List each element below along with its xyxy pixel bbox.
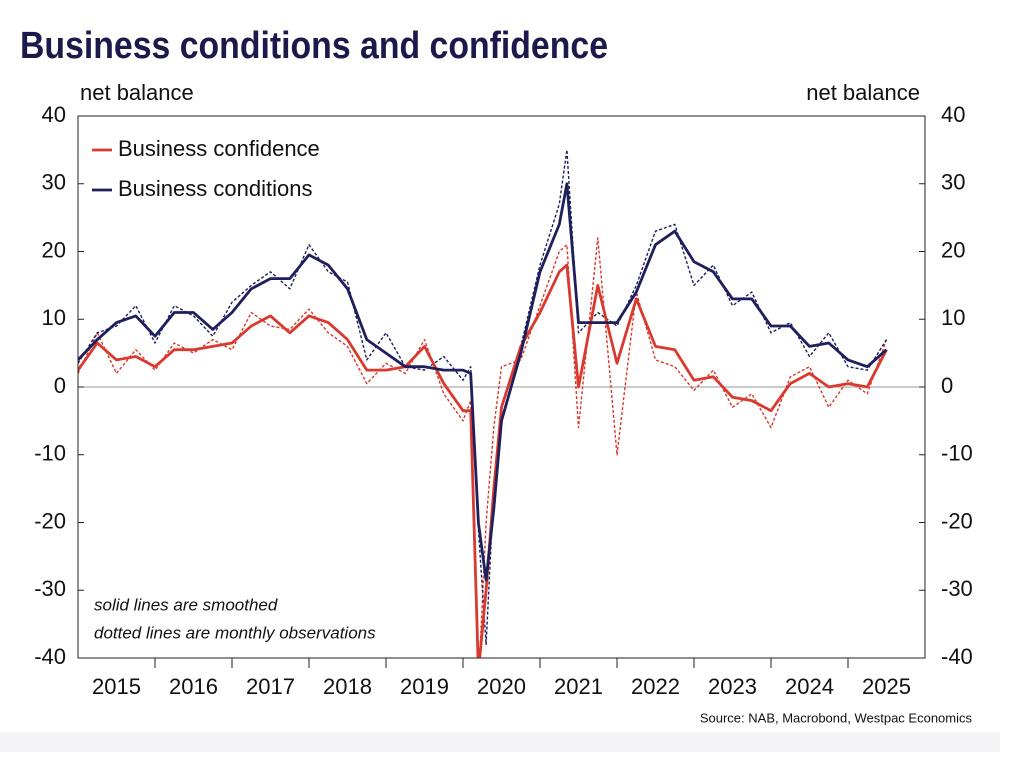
x-tick-label: 2018 [323, 674, 372, 699]
smoothed-line [78, 263, 888, 658]
x-tick-label: 2021 [554, 674, 603, 699]
y-tick-label: 10 [42, 305, 66, 330]
x-tick-label: 2019 [400, 674, 449, 699]
y2-tick-label: -20 [941, 508, 973, 533]
annotation: solid lines are smoothed [94, 595, 278, 614]
y-tick-label: -10 [34, 441, 66, 466]
x-tick-label: 2016 [169, 674, 218, 699]
y-tick-label: 0 [54, 373, 66, 398]
y-tick-label: -40 [34, 644, 66, 669]
legend-label: Business confidence [118, 136, 320, 161]
y2-tick-label: -10 [941, 441, 973, 466]
source: Source: NAB, Macrobond, Westpac Economic… [700, 710, 973, 725]
y2-tick-label: -30 [941, 576, 973, 601]
y2-tick-label: 20 [941, 237, 965, 262]
y2-tick-label: 10 [941, 305, 965, 330]
y-tick-label: 30 [42, 170, 66, 195]
y-tick-label: 20 [42, 237, 66, 262]
x-tick-label: 2022 [631, 674, 680, 699]
x-tick-label: 2025 [862, 674, 911, 699]
x-tick-label: 2015 [92, 674, 141, 699]
x-tick-label: 2024 [785, 674, 834, 699]
x-tick-label: 2020 [477, 674, 526, 699]
footer-band [0, 732, 1000, 752]
monthly-line [78, 237, 888, 658]
y2-tick-label: -40 [941, 644, 973, 669]
y2-tick-label: 30 [941, 170, 965, 195]
x-tick-label: 2023 [708, 674, 757, 699]
y-tick-label: -20 [34, 508, 66, 533]
annotation: dotted lines are monthly observations [94, 623, 376, 642]
y-tick-label: -30 [34, 576, 66, 601]
y2-tick-label: 0 [941, 373, 953, 398]
chart-title: Business conditions and confidence [20, 25, 608, 67]
x-tick-label: 2017 [246, 674, 295, 699]
smoothed-line [78, 182, 888, 582]
plot-lines [78, 149, 888, 658]
y2-tick-label: 40 [941, 102, 965, 127]
y2-axis-label: net balance [806, 80, 920, 105]
y-tick-label: 40 [42, 102, 66, 127]
plot-frame [77, 115, 926, 659]
monthly-line [78, 149, 888, 646]
y-axis-label: net balance [80, 80, 194, 105]
legend-label: Business conditions [118, 176, 312, 201]
